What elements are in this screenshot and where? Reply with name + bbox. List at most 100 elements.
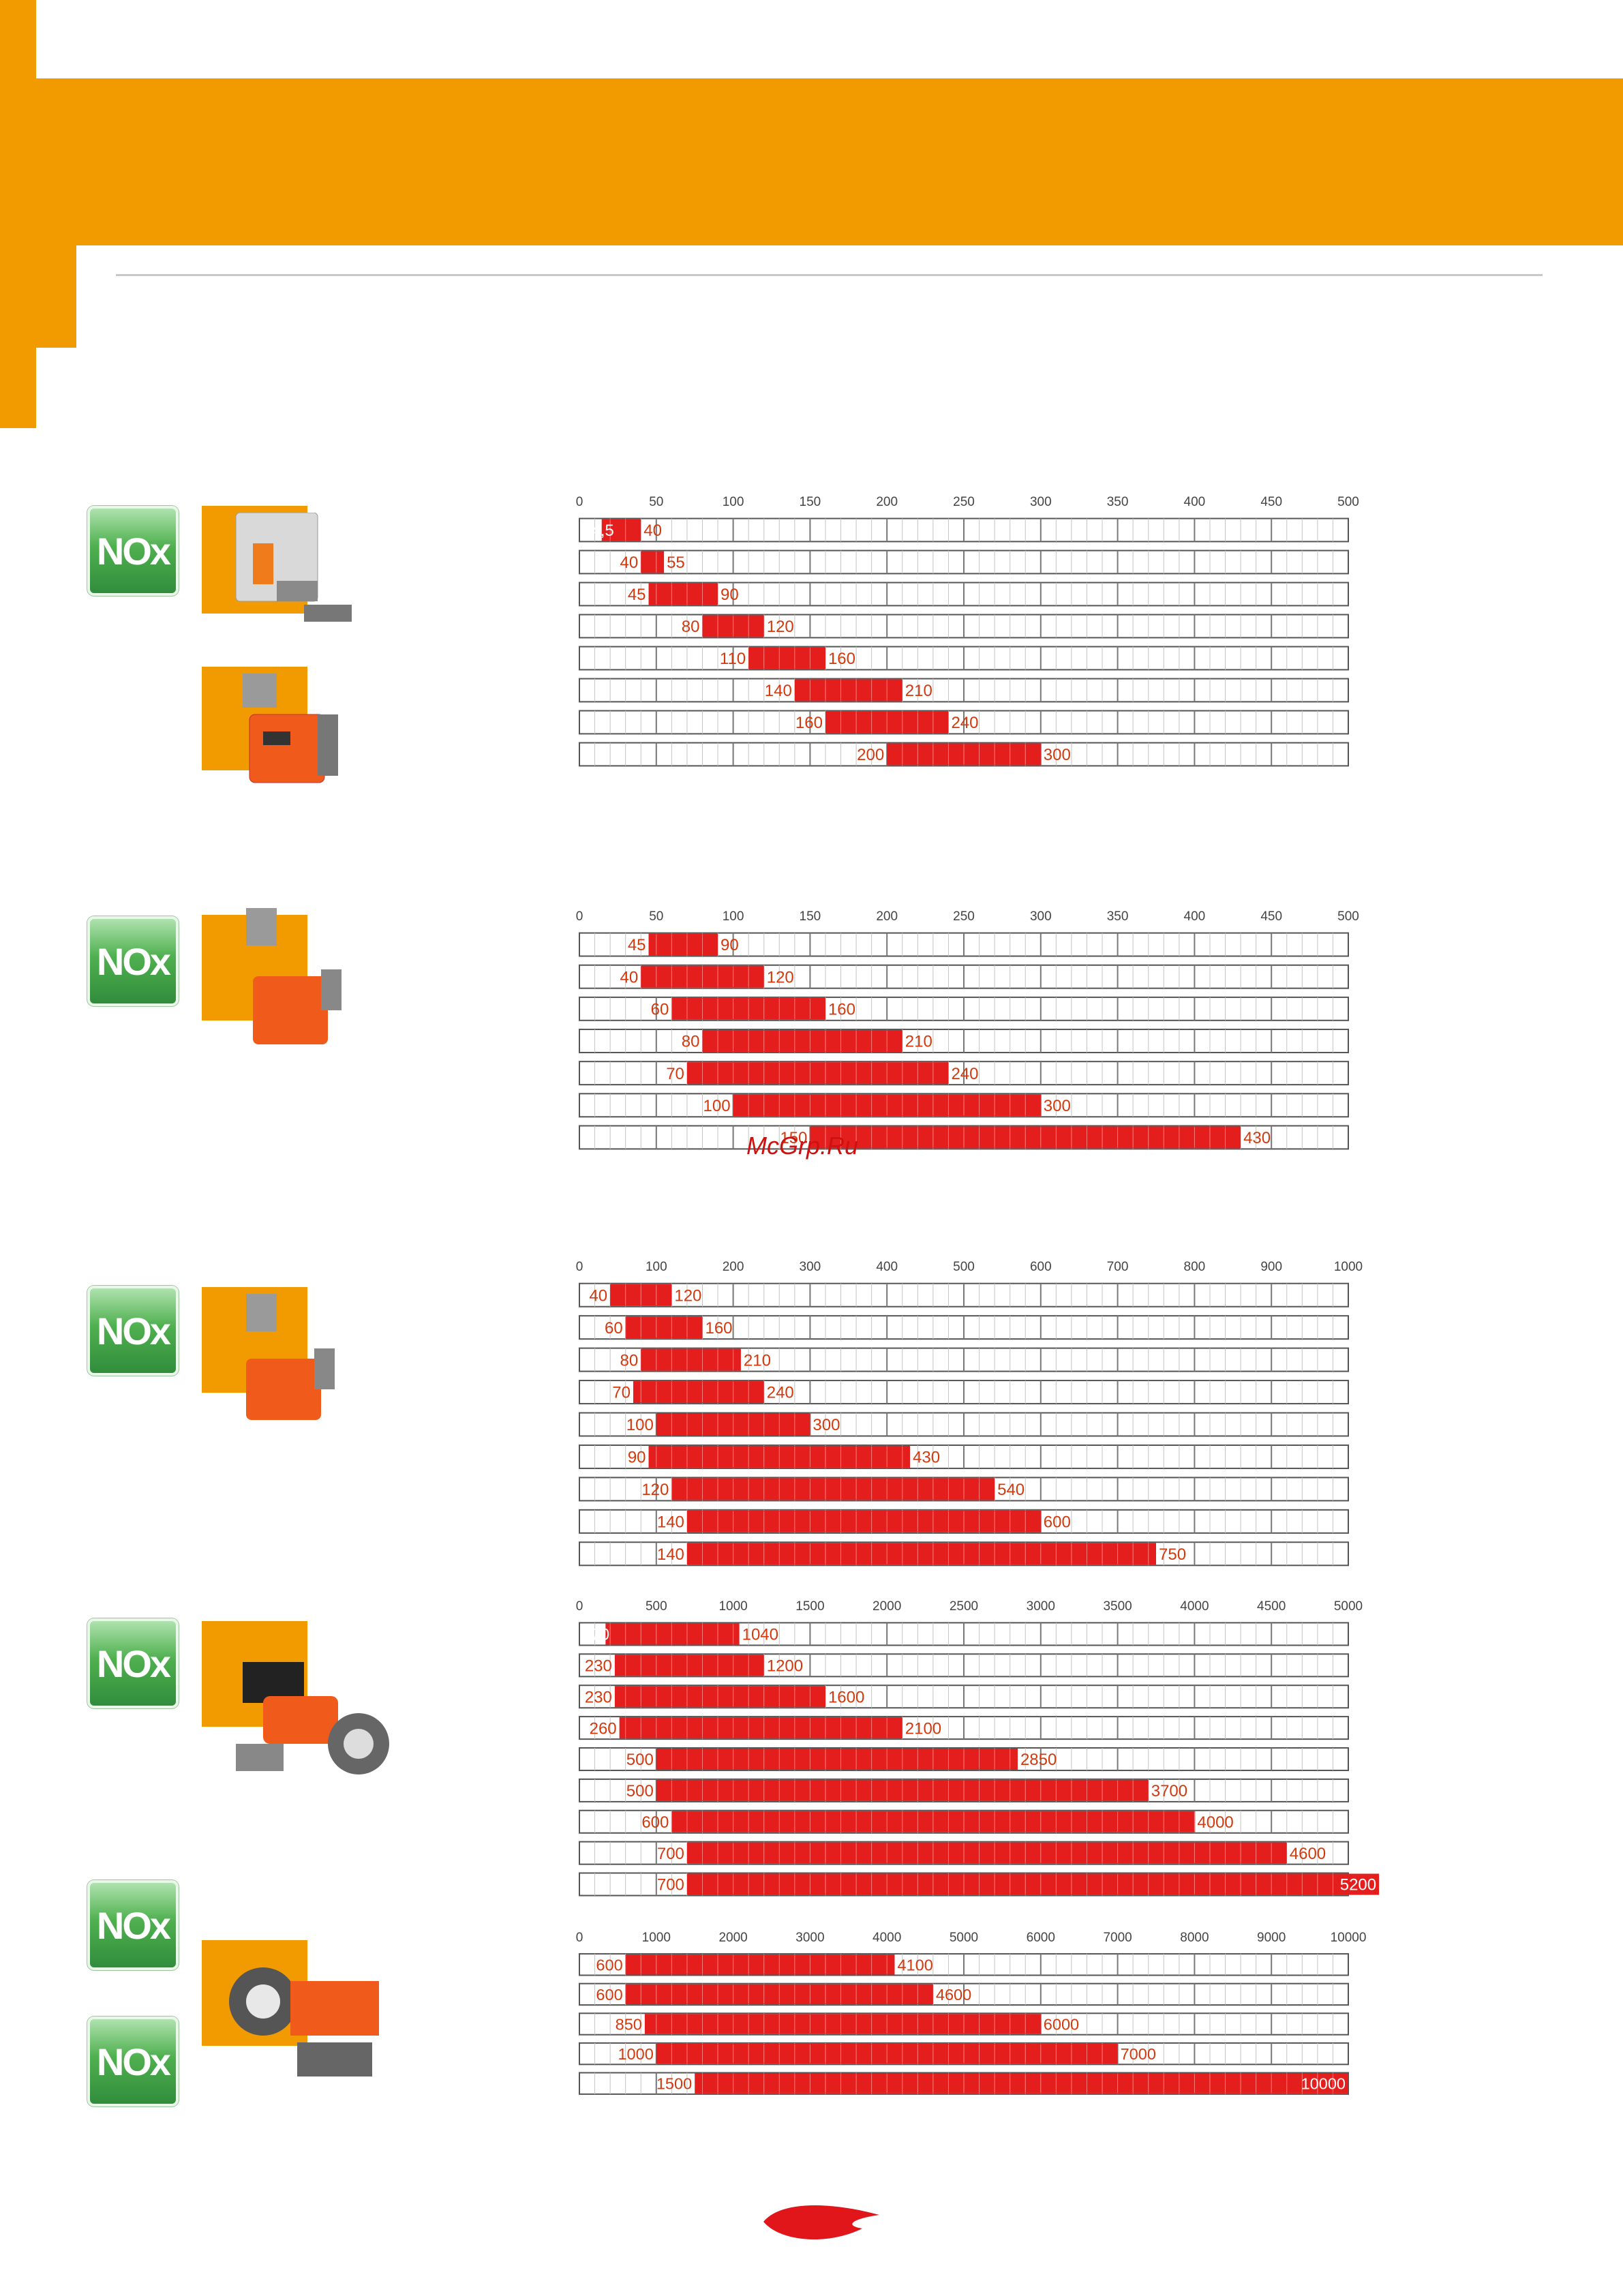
range-max-label: 120	[767, 618, 794, 636]
x-tick-label: 450	[1260, 909, 1282, 924]
range-min-label: 90	[628, 1449, 646, 1467]
range-min-label: 700	[657, 1845, 684, 1863]
x-tick-label: 350	[1107, 495, 1129, 509]
range-min-label: 160	[795, 714, 823, 732]
burner-image	[246, 908, 342, 1044]
range-max-label: 90	[721, 586, 739, 604]
range-max-label: 210	[905, 682, 932, 700]
chart-capacity-range-5: 0 1000 2000 3000 4000 5000 6000 7000 8000 9000 100…	[576, 1931, 1366, 2095]
range-min-label: 170	[582, 1626, 609, 1644]
nox-badge-label: NOx	[96, 939, 171, 983]
range-bar	[619, 1717, 902, 1739]
x-tick-label: 100	[723, 909, 744, 924]
nox-badge: NOx	[87, 506, 179, 596]
range-max-label: 3700	[1151, 1782, 1187, 1800]
range-bar	[601, 519, 641, 541]
range-min-label: 80	[682, 618, 700, 636]
range-bar	[614, 1655, 764, 1676]
x-tick-label: 0	[576, 1599, 583, 1614]
side-accent-bar-inner	[36, 78, 76, 348]
x-tick-label: 350	[1107, 909, 1129, 924]
x-tick-label: 2000	[718, 1931, 747, 1945]
range-min-label: 1000	[618, 2045, 653, 2063]
range-max-label: 5200	[1340, 1876, 1376, 1894]
range-min-label: 40	[620, 554, 639, 572]
x-tick-label: 700	[1107, 1260, 1129, 1274]
nox-badge-label: NOx	[96, 529, 171, 573]
range-min-label: 600	[596, 1956, 622, 1974]
x-tick-label: 4000	[1180, 1599, 1209, 1614]
range-max-label: 2100	[905, 1719, 941, 1738]
x-tick-label: 900	[1260, 1260, 1282, 1274]
x-tick-label: 100	[723, 495, 744, 509]
range-min-label: 150	[780, 1129, 807, 1147]
product-image-burner	[202, 1940, 379, 2076]
range-bar	[671, 1478, 995, 1500]
range-min-label: 500	[626, 1782, 654, 1800]
range-max-label: 10000	[1301, 2075, 1346, 2093]
x-tick-label: 300	[1030, 495, 1052, 509]
x-tick-label: 6000	[1027, 1931, 1055, 1945]
burner-image	[246, 1294, 335, 1420]
range-max-label: 120	[674, 1286, 701, 1305]
range-min-label: 230	[585, 1657, 612, 1675]
range-min-label: 850	[616, 2015, 642, 2033]
x-tick-label: 800	[1184, 1260, 1206, 1274]
watermark: McGrp.Ru	[746, 1132, 859, 1160]
range-min-label: 80	[620, 1351, 639, 1370]
range-bar	[686, 1062, 949, 1085]
range-max-label: 1600	[828, 1688, 864, 1706]
range-min-label: 500	[626, 1751, 654, 1769]
product-image-burner	[202, 1287, 335, 1420]
range-max-label: 300	[1044, 1097, 1071, 1115]
range-bar	[695, 2073, 1348, 2094]
range-min-label: 140	[657, 1545, 684, 1564]
product-image-burner	[202, 667, 338, 783]
nox-badge: NOx	[87, 2016, 179, 2106]
x-tick-label: 400	[1184, 909, 1206, 924]
range-min-label: 260	[590, 1719, 617, 1738]
x-tick-label: 200	[876, 909, 898, 924]
range-bar	[702, 1030, 902, 1052]
range-min-label: 110	[720, 650, 746, 668]
product-image-burner	[202, 908, 342, 1044]
range-bar	[633, 1381, 764, 1404]
header-divider	[116, 274, 1543, 276]
x-tick-label: 300	[1030, 909, 1052, 924]
range-max-label: 4100	[897, 1956, 932, 1974]
burner-image	[243, 674, 338, 783]
range-bar	[794, 679, 902, 701]
x-tick-label: 2500	[950, 1599, 978, 1614]
x-tick-label: 100	[646, 1260, 667, 1274]
x-tick-label: 3000	[1027, 1599, 1055, 1614]
side-accent-bar	[0, 0, 36, 428]
range-min-label: 230	[585, 1688, 612, 1706]
range-max-label: 7000	[1121, 2045, 1156, 2063]
range-bar	[748, 647, 825, 669]
range-min-label: 14,5	[582, 522, 614, 540]
x-tick-label: 500	[646, 1599, 667, 1614]
x-tick-label: 500	[953, 1260, 975, 1274]
x-tick-label: 5000	[1334, 1599, 1363, 1614]
nox-badge-label: NOx	[96, 1642, 171, 1685]
range-min-label: 1500	[656, 2075, 692, 2093]
range-min-label: 70	[612, 1384, 631, 1402]
range-max-label: 300	[813, 1416, 840, 1434]
range-max-label: 1040	[742, 1626, 778, 1644]
range-max-label: 210	[744, 1351, 771, 1370]
range-min-label: 70	[666, 1065, 684, 1083]
x-tick-label: 200	[876, 495, 898, 509]
range-min-label: 45	[628, 586, 646, 604]
nox-badge: NOx	[87, 916, 179, 1006]
range-min-label: 80	[682, 1033, 700, 1051]
x-tick-label: 1500	[795, 1599, 824, 1614]
range-bar	[686, 1510, 1041, 1532]
x-tick-label: 4500	[1257, 1599, 1286, 1614]
x-tick-label: 1000	[1334, 1260, 1363, 1274]
product-image-burner	[202, 506, 352, 622]
range-min-label: 140	[765, 682, 792, 700]
range-max-label: 40	[643, 522, 662, 540]
x-tick-label: 500	[1337, 909, 1359, 924]
range-min-label: 40	[620, 968, 639, 986]
